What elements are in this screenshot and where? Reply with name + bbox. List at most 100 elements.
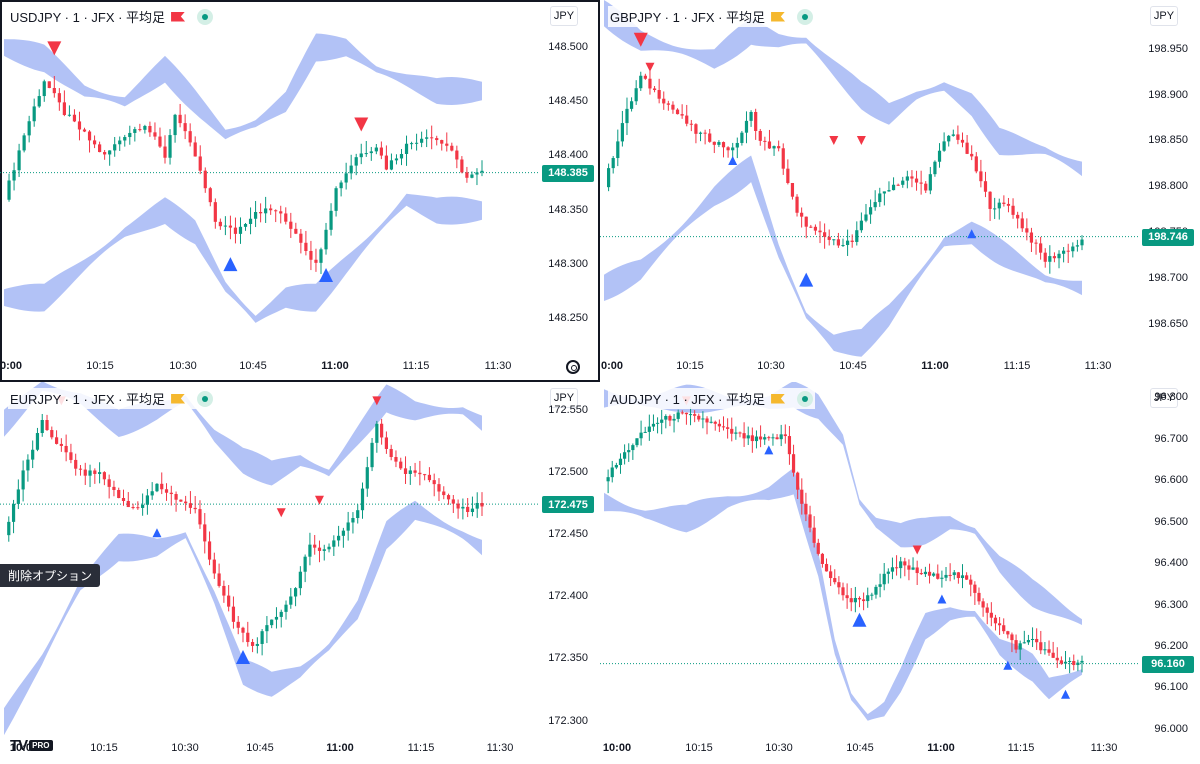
candle-body — [864, 214, 868, 221]
candle-body — [164, 489, 169, 493]
candle-body — [145, 495, 149, 505]
sell-signal-marker — [912, 545, 922, 555]
currency-button[interactable]: JPY — [1150, 388, 1178, 408]
flag-icon[interactable] — [171, 11, 186, 22]
candle-body — [841, 245, 845, 247]
candle-body — [83, 469, 87, 476]
candle-body — [228, 225, 233, 228]
candle-body — [775, 437, 779, 440]
candle-body — [740, 132, 744, 143]
candle-body — [827, 236, 831, 240]
candle-body — [461, 506, 465, 509]
candle-body — [173, 114, 177, 136]
candle-body — [160, 483, 164, 490]
candle-body — [833, 578, 837, 583]
candle-body — [121, 498, 126, 501]
candle-body — [279, 611, 283, 617]
chart-pane-gbpjpy[interactable]: GBPJPY · 1 · JFX · 平均足 JPY 198.950 198.900 1… — [600, 0, 1200, 382]
candle-body — [924, 183, 928, 191]
currency-button[interactable]: JPY — [1150, 6, 1178, 26]
candle-body — [163, 146, 167, 158]
candle-body — [849, 598, 853, 603]
candle-body — [853, 597, 857, 603]
chart-pane-eurjpy[interactable]: EURJPY · 1 · JFX · 平均足 JPY 172.550 172.500 1… — [0, 382, 600, 764]
candle-body — [1062, 250, 1066, 254]
time-axis-label: 10:15 — [685, 742, 713, 754]
candle-body — [42, 81, 46, 97]
candle-body — [620, 123, 624, 142]
delete-options-tooltip[interactable]: 削除オプション — [0, 564, 101, 587]
candle-body — [62, 102, 66, 115]
candle-body — [859, 220, 863, 231]
candle-body — [1075, 245, 1080, 247]
candle-body — [948, 574, 952, 576]
tradingview-logo-icon[interactable]: TV PRO — [10, 737, 53, 754]
candle-body — [319, 249, 323, 263]
candle-body — [940, 577, 944, 579]
price-plot[interactable] — [0, 0, 600, 382]
candle-body — [923, 571, 928, 575]
candle-body — [475, 502, 479, 509]
candle-body — [666, 103, 670, 105]
candle-body — [927, 571, 932, 576]
chart-pane-usdjpy[interactable]: USDJPY · 1 · JFX · 平均足 JPY 148.500 148.450 1… — [0, 0, 600, 382]
candle-body — [1025, 228, 1029, 233]
flag-icon[interactable] — [171, 393, 186, 404]
candle-body — [818, 230, 822, 233]
price-plot[interactable] — [600, 0, 1200, 382]
settings-icon[interactable] — [566, 360, 580, 374]
candle-body — [31, 449, 35, 460]
price-plot[interactable] — [600, 382, 1200, 764]
candle-body — [188, 503, 193, 508]
candle-body — [113, 144, 117, 151]
market-open-icon — [197, 8, 214, 25]
currency-button[interactable]: JPY — [550, 6, 578, 26]
candle-body — [652, 88, 657, 91]
candle-body — [1039, 243, 1043, 253]
candle-body — [304, 242, 308, 251]
candle-body — [697, 415, 701, 420]
candle-body — [143, 125, 147, 130]
candle-body — [11, 503, 16, 522]
price-axis-label: 198.800 — [1148, 180, 1188, 193]
candle-body — [891, 184, 896, 191]
candle-body — [979, 171, 983, 182]
price-axis-label: 172.350 — [548, 652, 588, 665]
candle-body — [643, 75, 647, 79]
candle-body — [369, 151, 373, 154]
flag-icon[interactable] — [771, 393, 786, 404]
candle-body — [246, 632, 250, 643]
candle-body — [223, 225, 227, 227]
candle-body — [174, 494, 178, 500]
candle-body — [389, 160, 394, 170]
candle-body — [375, 423, 379, 443]
chart-pane-audjpy[interactable]: AUDJPY · 1 · JFX · 平均足 JPY 96.800 96.700 96.… — [600, 382, 1200, 764]
price-axis-label: 96.000 — [1154, 722, 1188, 735]
candle-body — [1020, 218, 1024, 229]
candle-body — [420, 138, 424, 143]
symbol-title[interactable]: GBPJPY · 1 · JFX · 平均足 — [608, 6, 816, 27]
candle-body — [470, 508, 475, 512]
candle-body — [98, 472, 102, 474]
candle-body — [668, 415, 672, 421]
symbol-title[interactable]: USDJPY · 1 · JFX · 平均足 — [8, 6, 216, 27]
candle-body — [112, 486, 116, 490]
currency-button[interactable]: JPY — [550, 388, 578, 408]
candle-body — [67, 114, 72, 116]
candle-body — [914, 178, 919, 183]
flag-icon[interactable] — [771, 11, 786, 22]
candle-body — [32, 106, 36, 122]
price-axis-label: 198.850 — [1148, 134, 1188, 147]
candle-body — [874, 586, 878, 595]
candle-body — [22, 135, 26, 151]
candle-body — [7, 521, 11, 536]
candle-body — [606, 168, 611, 188]
symbol-title[interactable]: AUDJPY · 1 · JFX · 平均足 — [608, 388, 816, 409]
candle-body — [324, 229, 328, 250]
candle-body — [12, 170, 16, 181]
price-axis-label: 96.100 — [1154, 681, 1188, 694]
candle-body — [442, 491, 446, 496]
symbol-title[interactable]: EURJPY · 1 · JFX · 平均足 — [8, 388, 216, 409]
candle-body — [1016, 214, 1020, 219]
candle-body — [327, 546, 331, 550]
